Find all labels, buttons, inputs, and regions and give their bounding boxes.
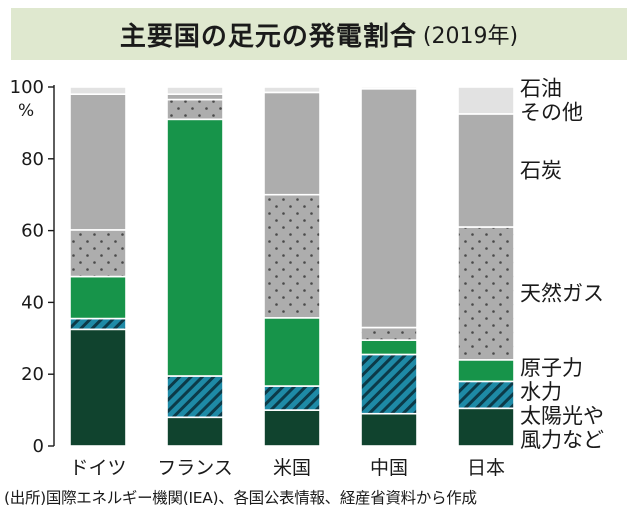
y-unit-label: % <box>18 101 34 121</box>
x-tick-label: 日本 <box>467 457 505 479</box>
x-tick-label: ドイツ <box>69 457 126 479</box>
bar-segment <box>69 328 127 447</box>
bar-segment <box>457 380 515 410</box>
bar-segment <box>166 86 224 95</box>
bar-segment <box>69 275 127 320</box>
x-tick-label: フランス <box>157 457 233 479</box>
bar-segment <box>457 226 515 361</box>
bar-segment <box>166 118 224 377</box>
legend-label: 水力 <box>520 380 562 404</box>
bar-segment <box>69 93 127 231</box>
legend-label: その他 <box>520 100 583 124</box>
bar-segment <box>166 93 224 101</box>
y-tick-label: 100 <box>10 77 44 98</box>
chart-title: 主要国の足元の発電割合 <box>119 21 417 52</box>
bar-segment <box>263 385 321 411</box>
bar-segment <box>69 86 127 95</box>
y-tick-label: 0 <box>33 436 44 457</box>
bar-segment <box>457 407 515 447</box>
legend-label: 石炭 <box>520 158 562 182</box>
bar-segment <box>457 113 515 228</box>
legend-label: 原子力 <box>520 356 583 380</box>
bar-segment <box>263 193 321 319</box>
bar-segment <box>360 412 418 447</box>
chart-subtitle: (2019年) <box>422 24 519 49</box>
y-tick-label: 40 <box>21 292 44 313</box>
bar-segment <box>263 317 321 387</box>
bars-layer <box>69 86 515 447</box>
y-tick-label: 80 <box>21 149 44 170</box>
bar-segment <box>360 353 418 415</box>
bar-segment <box>166 375 224 419</box>
bar-segment <box>360 339 418 356</box>
bar-segment <box>166 416 224 447</box>
bar-segment <box>360 87 418 329</box>
x-tick-label: 米国 <box>273 457 311 479</box>
bar-segment <box>263 86 321 94</box>
bar-segment <box>69 229 127 278</box>
bar-segment <box>69 317 127 331</box>
y-axis: ドイツ フランス 米国 中国 日本 0 20 40 60 80 100% <box>10 77 505 479</box>
bar-segment <box>457 86 515 115</box>
bar-segment <box>263 409 321 447</box>
x-tick-label: 中国 <box>370 457 408 479</box>
bar-segment <box>360 86 418 90</box>
legend-label: 風力など <box>520 428 604 452</box>
title-band: 主要国の足元の発電割合 (2019年) <box>11 8 627 60</box>
y-tick-label: 60 <box>21 221 44 242</box>
legend-label: 太陽光や <box>520 404 604 428</box>
bar-segment <box>360 326 418 341</box>
legend-label: 天然ガス <box>520 281 604 305</box>
bar-segment <box>457 359 515 383</box>
source-note: (出所)国際エネルギー機関(IEA)、各国公表情報、経産省資料から作成 <box>4 489 477 507</box>
bar-segment <box>166 98 224 121</box>
legend-label: 石油 <box>520 76 562 100</box>
bar-segment <box>263 91 321 196</box>
y-tick-label: 20 <box>21 364 44 385</box>
